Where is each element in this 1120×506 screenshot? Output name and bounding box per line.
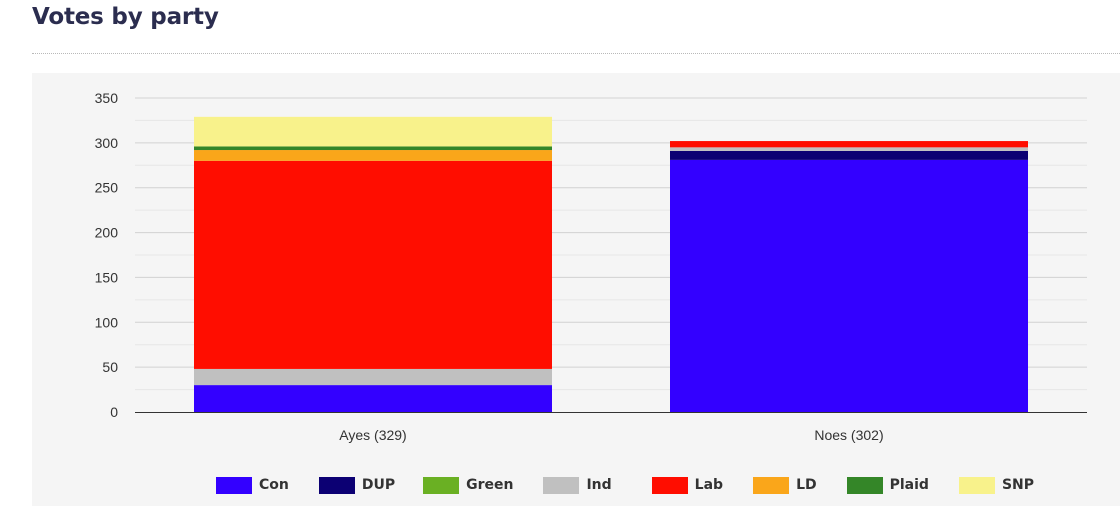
bar-segment-lab[interactable] xyxy=(670,141,1028,148)
y-tick-label: 200 xyxy=(95,225,119,241)
bar-segment-dup[interactable] xyxy=(670,150,1028,160)
legend-label: Con xyxy=(259,477,289,493)
x-category-label: Ayes (329) xyxy=(339,427,406,443)
bar-segment-ind[interactable] xyxy=(670,147,1028,151)
bar-segment-con[interactable] xyxy=(670,159,1028,412)
bar-segment-con[interactable] xyxy=(194,385,552,412)
legend-swatch xyxy=(753,476,790,494)
legend-label: Plaid xyxy=(889,477,929,493)
legend-label: DUP xyxy=(361,477,396,493)
legend-swatch xyxy=(651,476,688,494)
page-title: Votes by party xyxy=(32,4,219,30)
x-category-label: Noes (302) xyxy=(814,427,883,443)
legend-swatch xyxy=(423,476,460,494)
legend-item-con[interactable]: Con xyxy=(216,476,289,494)
legend-label: Green xyxy=(466,477,514,493)
chart-legend: Con DUP Green Ind Lab LD Plaid SNP xyxy=(216,473,1034,497)
y-tick-label: 100 xyxy=(95,314,119,330)
legend-label: SNP xyxy=(1001,477,1034,493)
y-tick-label: 50 xyxy=(102,359,118,375)
legend-label: LD xyxy=(796,477,817,493)
y-tick-label: 150 xyxy=(95,269,119,285)
chart-panel: 0 50 100 150 200 250 300 350 Ayes (329) Noes (302… xyxy=(32,73,1120,506)
legend-item-ld[interactable]: LD xyxy=(753,476,817,494)
bars xyxy=(194,116,1028,412)
legend-item-ind[interactable]: Ind xyxy=(543,476,612,494)
legend-swatch xyxy=(543,476,580,494)
y-tick-label: 0 xyxy=(110,404,118,420)
legend-item-lab[interactable]: Lab xyxy=(651,476,724,494)
y-tick-label: 300 xyxy=(95,135,119,151)
bar-segment-lab[interactable] xyxy=(194,160,552,369)
legend-label: Lab xyxy=(694,477,724,493)
y-tick-label: 250 xyxy=(95,180,119,196)
stacked-bar-chart: 0 50 100 150 200 250 300 350 Ayes (329) Noes (302… xyxy=(95,90,1087,443)
legend-swatch xyxy=(216,476,252,494)
legend-item-snp[interactable]: SNP xyxy=(958,476,1034,494)
legend-item-dup[interactable]: DUP xyxy=(318,476,396,494)
legend-label: Ind xyxy=(586,477,612,493)
legend-item-plaid[interactable]: Plaid xyxy=(846,476,929,494)
axes: 0 50 100 150 200 250 300 350 Ayes (329) Noes (302… xyxy=(95,90,1087,443)
legend-swatch xyxy=(846,476,883,494)
y-tick-label: 350 xyxy=(95,90,119,106)
bar-segment-ld[interactable] xyxy=(194,150,552,161)
title-divider xyxy=(32,53,1120,54)
legend-swatch xyxy=(318,476,355,494)
bar-segment-plaid[interactable] xyxy=(194,146,552,151)
legend-item-green[interactable]: Green xyxy=(423,476,514,494)
bar-segment-snp[interactable] xyxy=(194,116,552,147)
bar-segment-ind[interactable] xyxy=(194,368,552,386)
legend-swatch xyxy=(958,476,995,494)
